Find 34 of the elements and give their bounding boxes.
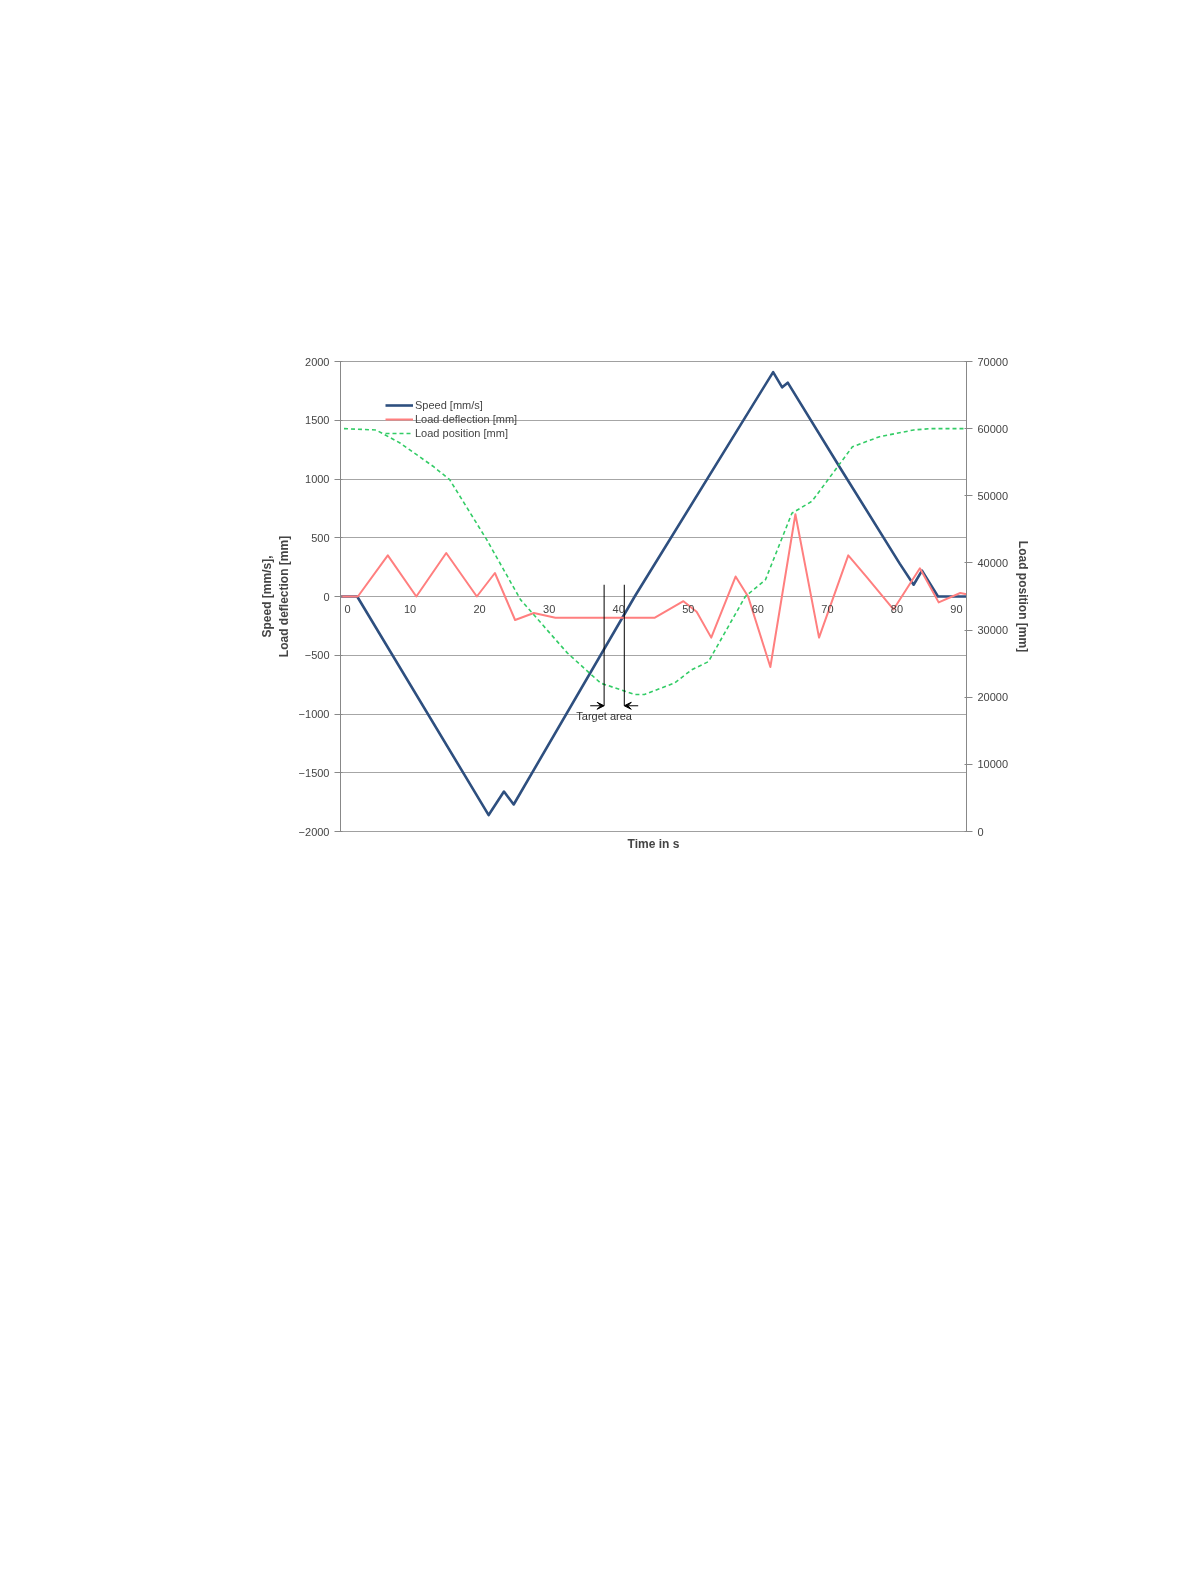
- y2-tick-label: 70000: [977, 355, 1009, 368]
- line-series: [340, 513, 967, 668]
- y2-tick-label: 30000: [977, 624, 1009, 637]
- x-tick-label: 20: [473, 602, 486, 615]
- y-tick-label: 1000: [305, 473, 330, 485]
- x-tick-label: 90: [950, 602, 963, 615]
- x-tick-label: 80: [890, 602, 904, 615]
- ref-line-label: Target area: [576, 710, 633, 723]
- y2-tick-label: 0: [977, 825, 984, 838]
- legend-label: Load deflection [mm]: [415, 413, 518, 425]
- y-tick-label: −1500: [298, 766, 330, 779]
- y2-tick-label: 20000: [977, 691, 1009, 704]
- x-tick-label: 0: [344, 602, 351, 615]
- y-tick-label: −1000: [298, 708, 330, 720]
- x-axis-title: Time in s: [627, 836, 680, 851]
- y2-tick-label: 40000: [977, 556, 1009, 569]
- x-tick-label: 10: [403, 602, 417, 615]
- x-tick-label: 60: [751, 602, 764, 615]
- y2-axis-title: Load position [mm]: [1016, 540, 1031, 653]
- legend-label: Load position [mm]: [415, 427, 508, 439]
- y2-tick-label: 10000: [977, 758, 1009, 771]
- y-tick-label: −2000: [298, 825, 330, 838]
- y-tick-label: 2000: [305, 355, 330, 368]
- y-tick-label: 1500: [305, 414, 330, 427]
- y-tick-label: −500: [304, 649, 330, 662]
- x-tick-label: 30: [543, 602, 556, 615]
- y2-tick-label: 60000: [977, 422, 1009, 435]
- legend-label: Speed [mm/s]: [415, 399, 483, 411]
- y-tick-label: 500: [311, 531, 330, 544]
- y-axis-title: Speed [mm/s], Load deflection [mm]: [259, 535, 291, 658]
- line-series: [340, 370, 967, 817]
- y-tick-label: 0: [323, 590, 330, 603]
- y2-tick-label: 50000: [977, 489, 1009, 502]
- x-tick-label: 50: [682, 602, 695, 615]
